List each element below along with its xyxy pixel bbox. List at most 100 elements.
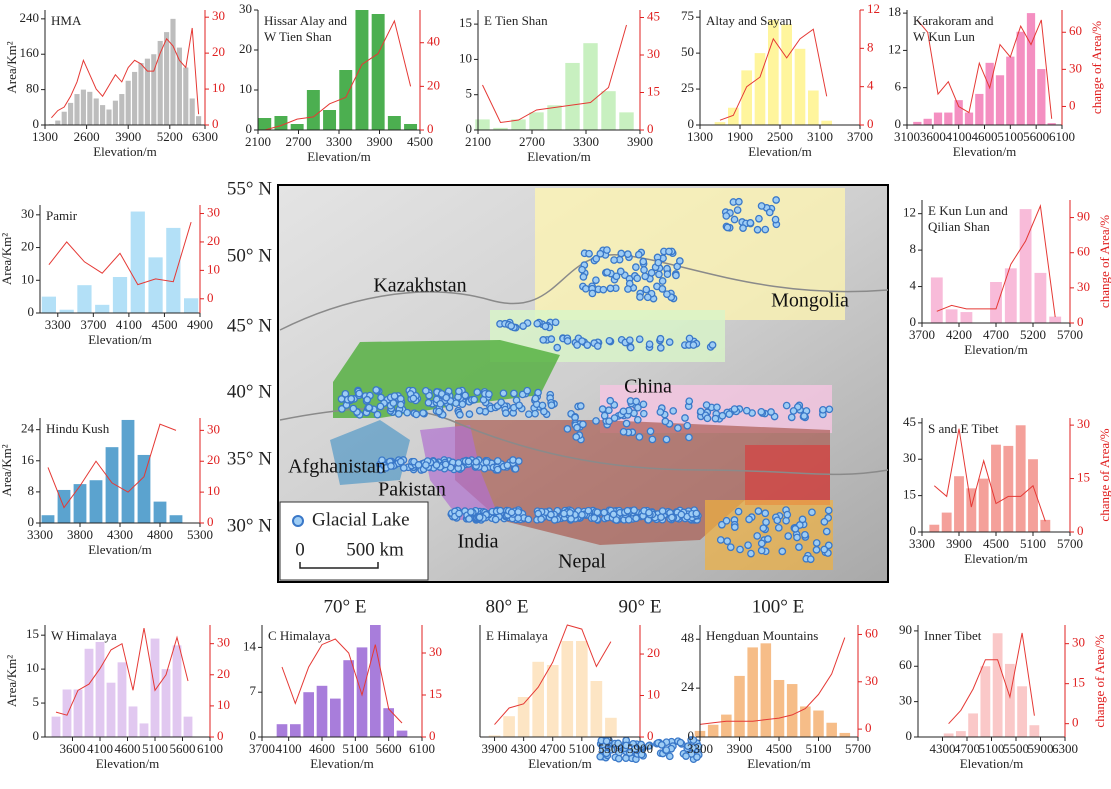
x-tick-label: 4500: [151, 317, 177, 332]
bar: [576, 641, 588, 737]
y2-tick-label: 0: [1069, 97, 1076, 112]
bar: [258, 118, 271, 130]
lake-point: [391, 393, 397, 399]
bar: [605, 718, 617, 737]
x-axis-label: Elevation/m: [307, 149, 371, 164]
lake-point: [659, 278, 665, 284]
lake-point: [758, 203, 764, 209]
small-chart: 21002700330039004500010203002040Hissar A…: [239, 1, 440, 164]
y-tick-label: 18: [888, 4, 901, 19]
lake-point: [641, 410, 647, 416]
x-tick-label: 4100: [946, 129, 972, 144]
lake-point: [824, 528, 830, 534]
x-axis-label: Elevation/m: [88, 542, 152, 557]
longitude-label: 70° E: [324, 596, 367, 617]
chart-title: S and E Tibet: [928, 421, 999, 436]
x-tick-label: 3900: [627, 134, 653, 149]
lake-point: [726, 411, 732, 417]
x-tick-label: 5100: [979, 741, 1005, 756]
bar: [813, 711, 824, 737]
latitude-label: 30° N: [227, 515, 272, 536]
lake-point: [677, 739, 683, 745]
bar: [62, 112, 67, 125]
lake-point: [620, 429, 626, 435]
bar: [734, 676, 745, 737]
bar: [404, 124, 417, 130]
lake-point: [723, 518, 729, 524]
lake-point: [486, 391, 492, 397]
bar: [934, 113, 942, 125]
y-tick-label: 24: [21, 421, 35, 436]
x-tick-label: 5600: [1023, 129, 1049, 144]
lake-point: [686, 434, 692, 440]
x-tick-label: 5500: [598, 741, 624, 756]
lake-point: [670, 408, 676, 414]
lake-point: [799, 516, 805, 522]
y2-tick-label: 0: [427, 121, 434, 136]
lake-point: [626, 517, 632, 523]
lake-point: [548, 336, 554, 342]
x-tick-label: 2500: [767, 129, 793, 144]
lake-point: [747, 220, 753, 226]
bar: [1016, 425, 1026, 532]
y-axis-label: Area/Km²: [4, 41, 19, 93]
small-chart: 33003900450051005700015304501530S and E …: [903, 414, 1111, 566]
bar: [131, 212, 145, 313]
lake-point: [648, 270, 654, 276]
y2-tick-label: 4: [867, 78, 874, 93]
bar: [979, 479, 989, 532]
lake-point: [607, 285, 613, 291]
x-tick-label: 3900: [115, 129, 141, 144]
lake-point: [744, 407, 750, 413]
y-tick-label: 0: [910, 314, 917, 329]
bar: [122, 420, 135, 523]
lake-point: [693, 510, 699, 516]
lake-point: [633, 264, 639, 270]
bar: [826, 723, 837, 737]
lake-point: [468, 509, 474, 515]
x-axis-label: Elevation/m: [960, 756, 1024, 771]
x-tick-label: 2100: [245, 134, 271, 149]
lake-point: [623, 420, 629, 426]
lake-point: [825, 507, 831, 513]
scale-label: 0: [295, 539, 305, 560]
lake-point: [646, 341, 652, 347]
lake-point: [779, 548, 785, 554]
y2-tick-label: 0: [212, 116, 219, 131]
y2-tick-label: 0: [1072, 715, 1079, 730]
bar: [721, 715, 732, 737]
lake-point: [719, 413, 725, 419]
bar: [166, 228, 180, 313]
x-tick-label: 6100: [197, 741, 223, 756]
lake-point: [762, 510, 768, 516]
bar: [196, 116, 201, 125]
lake-point: [607, 398, 613, 404]
country-label: Nepal: [558, 551, 606, 573]
lake-point: [350, 405, 356, 411]
lake-point: [601, 509, 607, 515]
lake-point: [740, 225, 746, 231]
lake-point: [677, 258, 683, 264]
lake-point: [552, 319, 558, 325]
bar: [583, 43, 597, 130]
chart-title: Hissar Alay and: [264, 13, 348, 28]
y-tick-label: 60: [899, 657, 912, 672]
lake-point: [390, 400, 396, 406]
x-tick-label: 6300: [192, 129, 218, 144]
y2-tick-label: 15: [647, 83, 660, 98]
y2-tick-label: 20: [647, 645, 660, 660]
y-tick-label: 25: [681, 80, 694, 95]
lake-point: [649, 436, 655, 442]
x-tick-label: 4300: [511, 741, 537, 756]
y-tick-label: 15: [903, 487, 916, 502]
bar: [119, 94, 124, 125]
y-tick-label: 20: [239, 41, 252, 56]
lake-point: [655, 259, 661, 265]
lake-point: [453, 400, 459, 406]
latitude-label: 45° N: [227, 315, 272, 336]
x-tick-label: 5600: [376, 741, 402, 756]
lake-point: [624, 508, 630, 514]
x-tick-label: 3600: [920, 129, 946, 144]
latitude-label: 55° N: [227, 178, 272, 199]
bar: [148, 257, 162, 313]
